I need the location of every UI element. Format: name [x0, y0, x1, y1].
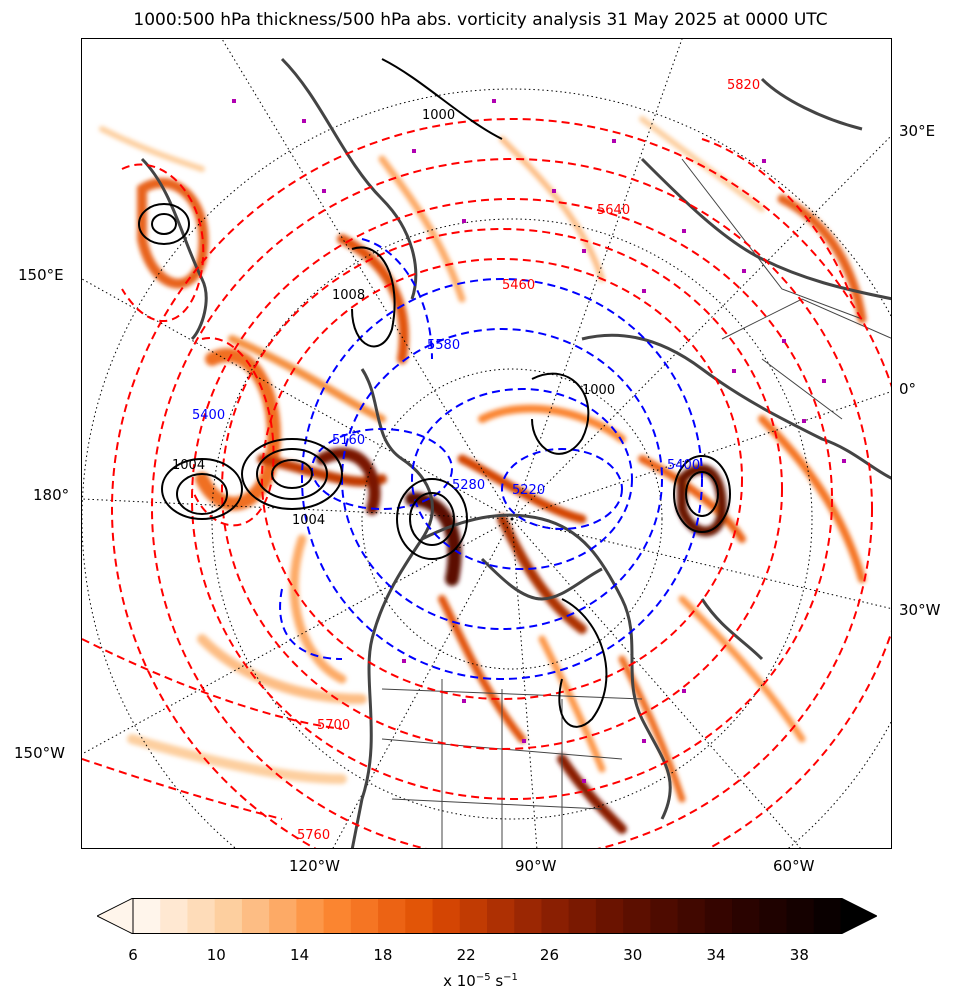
colorbar-cell — [214, 898, 243, 934]
colorbar-cell — [160, 898, 188, 934]
contour-label-blue: 5220 — [512, 483, 545, 498]
colorbar-cell — [813, 898, 842, 934]
colorbar-tick-label: 18 — [373, 946, 393, 964]
colorbar-cell — [241, 898, 270, 934]
colorbar-cell — [432, 898, 461, 934]
unit-prefix: x 10 — [443, 972, 476, 990]
colorbar-cell — [704, 898, 733, 934]
colorbar-cell — [350, 898, 379, 934]
map-panel: 5820 5640 5460 5700 5760 5400 5400 5280 … — [81, 38, 892, 849]
contour-label-black: 1000 — [422, 108, 455, 123]
unit-exponent: −1 — [503, 972, 518, 983]
colorbar-tick-label: 34 — [706, 946, 726, 964]
contour-label-blue: 5400 — [192, 408, 225, 423]
unit-exponent: −5 — [475, 972, 491, 983]
colorbar-cell — [323, 898, 352, 934]
lon-label: 150°E — [18, 266, 64, 284]
borders — [381, 158, 891, 848]
vorticity-map: 5820 5640 5460 5700 5760 5400 5400 5280 … — [82, 39, 891, 848]
colorbar-cell — [759, 898, 788, 934]
colorbar-cell — [595, 898, 624, 934]
colorbar-tick-label: 26 — [539, 946, 560, 964]
colorbar-cell — [187, 898, 216, 934]
colorbar-tick-label: 14 — [290, 946, 310, 964]
colorbar — [97, 898, 877, 934]
colorbar-cell — [296, 898, 325, 934]
contour-label-red: 5700 — [317, 718, 350, 733]
station-markers — [232, 99, 846, 783]
colorbar-unit: x 10−5 s−1 — [0, 972, 961, 990]
contour-label-black: 1000 — [582, 383, 615, 398]
coastlines — [140, 57, 891, 848]
pressure-isobars — [138, 58, 731, 728]
vorticity-shading — [99, 116, 867, 834]
contour-label-black: 1004 — [172, 458, 205, 473]
contour-label-red: 5640 — [597, 203, 630, 218]
colorbar-cell — [732, 898, 760, 934]
colorbar-cell — [514, 898, 542, 934]
colorbar-extend-low — [97, 898, 134, 934]
colorbar-extend-high — [840, 898, 877, 934]
lon-label: 90°W — [515, 857, 557, 875]
unit-seconds: s — [490, 972, 504, 990]
contour-label-black: 1004 — [292, 513, 325, 528]
colorbar-tick-label: 38 — [789, 946, 809, 964]
lon-label: 30°W — [899, 601, 941, 619]
contour-label-blue: 5580 — [427, 338, 460, 353]
colorbar-cells — [133, 898, 842, 934]
colorbar-cell — [786, 898, 815, 934]
contour-label-blue: 5400 — [667, 458, 700, 473]
lon-label: 180° — [33, 486, 70, 504]
colorbar-tick-label: 10 — [206, 946, 226, 964]
colorbar-cell — [459, 898, 488, 934]
colorbar-tick-label: 30 — [623, 946, 643, 964]
contour-label-blue: 5160 — [332, 433, 365, 448]
colorbar-cell — [541, 898, 570, 934]
colorbar-cell — [378, 898, 406, 934]
colorbar-tick-label: 22 — [456, 946, 476, 964]
contour-label-red: 5820 — [727, 78, 760, 93]
contour-label-red: 5460 — [502, 278, 535, 293]
colorbar-cell — [487, 898, 515, 934]
colorbar-cell — [133, 898, 161, 934]
lon-label: 60°W — [773, 857, 815, 875]
thickness-contours-warm — [82, 118, 891, 848]
colorbar-cell — [269, 898, 297, 934]
map-title: 1000:500 hPa thickness/500 hPa abs. vort… — [133, 10, 828, 30]
lon-label: 30°E — [899, 122, 936, 140]
colorbar-cell — [650, 898, 679, 934]
colorbar-cell — [623, 898, 651, 934]
lon-label: 150°W — [14, 744, 65, 762]
contour-label-blue: 5280 — [452, 478, 485, 493]
colorbar-cell — [568, 898, 597, 934]
colorbar-cell — [405, 898, 434, 934]
lon-label: 120°W — [289, 857, 340, 875]
lon-label: 0° — [899, 380, 917, 398]
colorbar-cell — [677, 898, 706, 934]
contour-label-black: 1008 — [332, 288, 365, 303]
graticule — [82, 39, 891, 848]
contour-label-red: 5760 — [297, 828, 330, 843]
colorbar-tick-label: 6 — [128, 946, 138, 964]
